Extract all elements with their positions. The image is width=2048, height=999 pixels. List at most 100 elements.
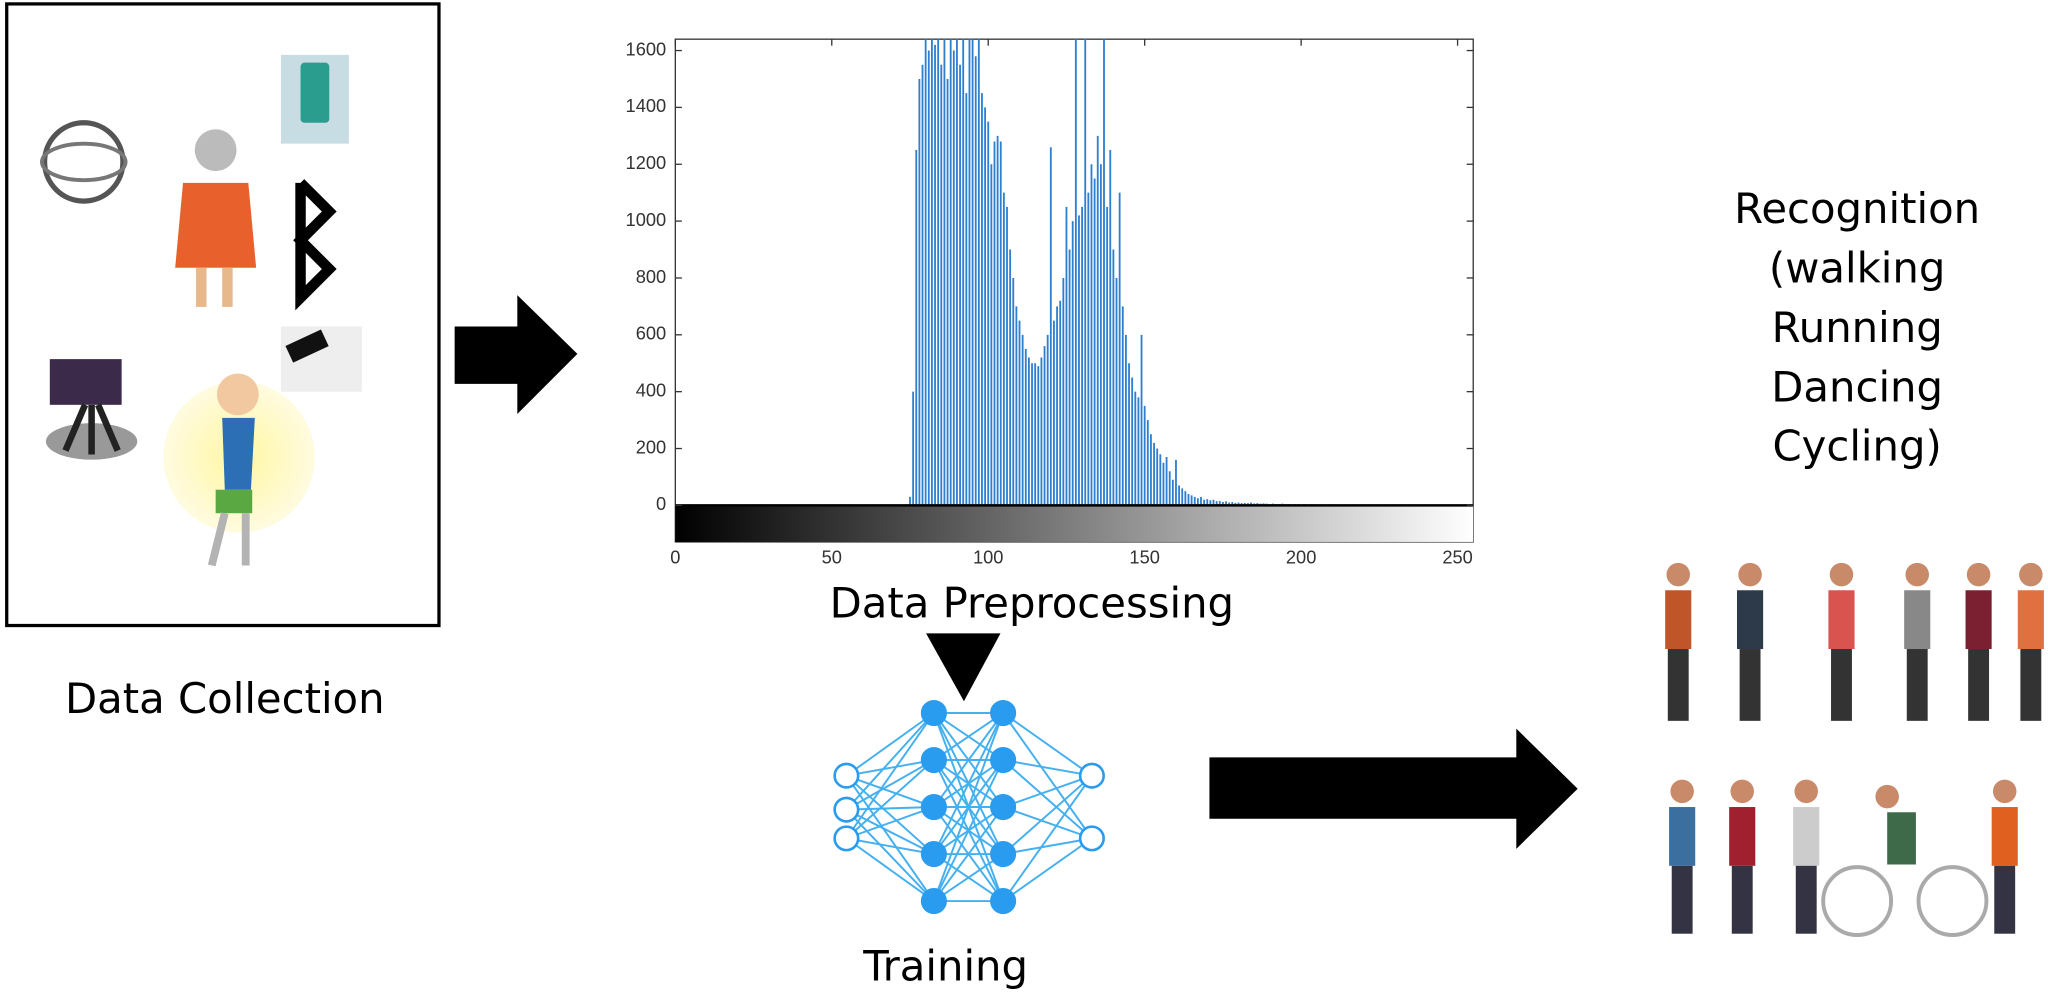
recognition-line: (walking [1769,243,1945,292]
person [2019,562,2043,587]
colorbar [675,505,1474,542]
nn-edge [845,759,935,811]
arrow [926,633,1001,702]
neural-network [833,699,1105,915]
recognition-line: Running [1772,303,1943,352]
person [1905,562,1929,587]
person [1906,649,1928,721]
person [1739,649,1761,721]
nn-node [920,840,947,868]
person [1994,865,2016,934]
x-tick-label: 250 [1442,547,1472,568]
nn-edge [933,853,1004,902]
x-tick-label: 0 [670,547,680,568]
x-tick-label: 200 [1286,547,1316,568]
bicycle-wheel [1916,865,1989,937]
nn-edge [1002,712,1093,839]
x-tick-label: 100 [973,547,1003,568]
person [1991,807,2018,866]
recognition-line: Recognition [1734,184,1980,233]
nn-edge [1002,759,1093,840]
recognition-line: Cycling) [1772,422,1941,471]
nn-edge [1002,806,1093,840]
person [1887,812,1916,865]
person [1992,779,2017,804]
nn-edge [845,774,935,855]
person [1794,779,1818,804]
nn-edge [932,712,1005,902]
person [1738,562,1762,587]
y-tick-label: 1600 [626,38,667,59]
nn-edge [845,837,935,902]
collection-icons [40,54,362,567]
arrow [1209,728,1578,849]
nn-edge [845,712,935,811]
nn-edge [845,712,935,839]
nn-node [833,825,860,852]
nn-edge [933,712,1004,855]
nn-node [920,888,947,915]
nn-edge [846,806,934,811]
nn-node [1078,762,1105,789]
y-tick-label: 1000 [626,209,667,230]
person [1965,590,1992,650]
nn-edge [846,759,935,777]
person [1665,590,1692,650]
y-tick-label: 0 [656,493,666,514]
nn-edge [1002,774,1093,808]
bicycle-wheel [1821,865,1894,937]
person [1729,807,1756,866]
x-tick-label: 150 [1129,547,1159,568]
nn-node [833,762,860,789]
training-label: Training [862,941,1028,990]
person [1666,562,1690,587]
collection-label: Data Collection [65,674,385,723]
nn-node [990,888,1017,915]
nn-edge [846,806,935,840]
person [1667,649,1689,721]
recognition-text: Recognition (walking Running Dancing Cycling… [1734,184,1980,471]
person [1793,807,1820,866]
person [1875,784,1899,809]
nn-node [990,793,1017,821]
nn-edge [933,759,1004,902]
plot-frame [674,38,1474,543]
person [1671,865,1693,934]
bars [909,39,1381,506]
nn-node [990,699,1017,727]
person [1670,779,1694,804]
person [1968,649,1990,721]
person [1730,779,1754,804]
preprocessing-label: Data Preprocessing [830,578,1234,627]
y-tick-label: 600 [636,323,666,344]
person [1737,590,1764,650]
nn-node [920,699,947,727]
nn-edge [933,806,1004,902]
person [1669,807,1696,866]
nn-edge [1002,759,1093,777]
person [1731,865,1753,934]
nn-edge [933,712,1004,761]
nn-edge [1002,712,1093,777]
nn-edge [1002,775,1093,902]
nn-edge [846,837,935,856]
person [2020,649,2042,721]
nn-node [1078,825,1105,852]
y-tick-label: 800 [636,266,666,287]
y-tick-label: 1200 [626,152,667,173]
person [1831,649,1852,721]
nn-edge [933,712,1004,808]
person [1828,590,1855,650]
nn-node [833,796,860,823]
nn-edge [1002,837,1093,856]
person [1904,590,1931,650]
nn-node [920,793,947,821]
nn-edge [845,712,935,777]
y-tick-label: 400 [636,379,666,400]
nn-node [990,746,1017,774]
nn-edge [845,759,935,840]
y-tick-label: 1400 [626,95,667,116]
person [2017,590,2044,650]
recognition-line: Dancing [1771,362,1943,411]
